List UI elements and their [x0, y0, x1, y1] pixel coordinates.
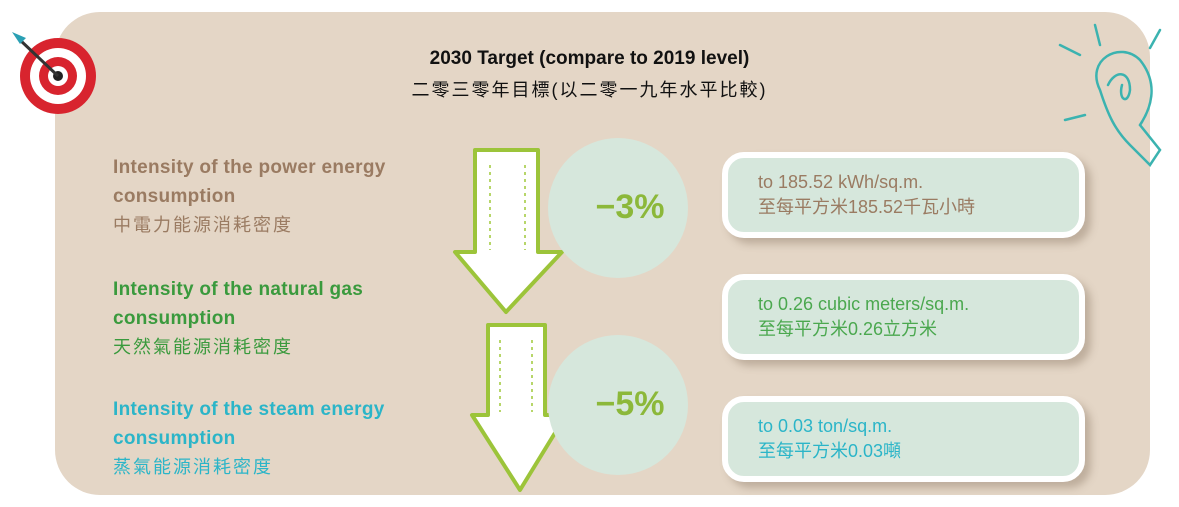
- item-label: Intensity of the steam energy consumptio…: [113, 396, 385, 482]
- reduction: −5%: [560, 385, 700, 424]
- target-line: to 185.52 kWh/sq.m.: [728, 170, 1079, 195]
- target-line: to 0.03 ton/sq.m.: [728, 414, 1079, 439]
- label-line: consumption: [113, 425, 385, 454]
- target-line: 至每平方米185.52千瓦小時: [728, 195, 1079, 220]
- label-line: consumption: [113, 183, 386, 212]
- page: 2030 Target (compare to 2019 level) 二零三零…: [0, 0, 1179, 507]
- target-line: 至每平方米0.03噸: [728, 439, 1079, 464]
- item-label: Intensity of the natural gas consumption…: [113, 276, 363, 362]
- target-box: to 0.03 ton/sq.m. 至每平方米0.03噸: [722, 396, 1085, 482]
- target-line: to 0.26 cubic meters/sq.m.: [728, 292, 1079, 317]
- label-line: 蒸氣能源消耗密度: [113, 453, 385, 482]
- target-line: 至每平方米0.26立方米: [728, 317, 1079, 342]
- title: 2030 Target (compare to 2019 level): [0, 48, 1179, 70]
- label-line: Intensity of the steam energy: [113, 396, 385, 425]
- reduction: −3%: [560, 188, 700, 227]
- label-line: 天然氣能源消耗密度: [113, 333, 363, 362]
- label-line: 中電力能源消耗密度: [113, 211, 386, 240]
- label-line: Intensity of the natural gas: [113, 276, 363, 305]
- target-box: to 185.52 kWh/sq.m. 至每平方米185.52千瓦小時: [722, 152, 1085, 238]
- subtitle: 二零三零年目標(以二零一九年水平比較): [0, 76, 1179, 102]
- label-line: consumption: [113, 305, 363, 334]
- target-box: to 0.26 cubic meters/sq.m. 至每平方米0.26立方米: [722, 274, 1085, 360]
- item-label: Intensity of the power energy consumptio…: [113, 154, 386, 240]
- label-line: Intensity of the power energy: [113, 154, 386, 183]
